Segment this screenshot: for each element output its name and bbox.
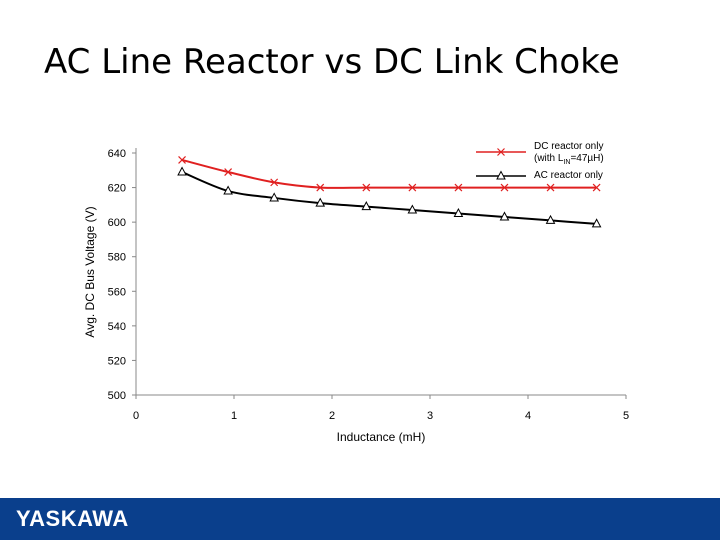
x-axis-label: Inductance (mH)	[337, 430, 426, 444]
y-tick-label: 520	[108, 355, 126, 367]
x-tick-label: 5	[623, 410, 629, 422]
data-point	[454, 183, 463, 192]
slide-title: AC Line Reactor vs DC Link Choke	[44, 42, 620, 82]
data-point	[499, 211, 510, 221]
y-tick-label: 500	[108, 390, 126, 402]
x-tick-label: 4	[525, 410, 531, 422]
chart-legend: DC reactor only(with LIN=47µH) AC reactor…	[476, 141, 604, 181]
data-point	[224, 168, 233, 176]
data-point	[591, 218, 602, 228]
x-tick-label: 0	[133, 410, 139, 422]
y-axis-label: Avg. DC Bus Voltage (V)	[83, 206, 97, 337]
x-tick-label: 3	[427, 410, 433, 422]
chart-series	[177, 155, 602, 228]
y-tick-label: 580	[108, 252, 126, 264]
data-point	[408, 183, 417, 192]
chart-ticks: 500 520 540 560 580 600 620 640 0 1 2 3 4 5	[108, 148, 629, 422]
data-point	[546, 183, 555, 192]
y-tick-label: 540	[108, 321, 126, 333]
chart-axes	[135, 148, 626, 396]
legend-label-line2: (with LIN=47µH)	[534, 153, 604, 166]
x-tick-label: 2	[329, 410, 335, 422]
y-tick-label: 640	[108, 148, 126, 160]
y-tick-label: 620	[108, 183, 126, 195]
data-point	[315, 197, 326, 207]
data-point	[592, 183, 601, 192]
legend-marker	[497, 148, 505, 156]
data-point	[223, 185, 233, 195]
y-tick-label: 560	[108, 286, 126, 298]
yaskawa-logo: YASKAWA	[16, 506, 129, 531]
data-point	[269, 192, 280, 202]
data-point	[361, 201, 372, 211]
data-point	[407, 204, 418, 214]
data-point	[177, 166, 187, 176]
data-point	[270, 178, 279, 187]
data-point	[453, 207, 464, 217]
y-tick-label: 600	[108, 217, 126, 229]
footer-bar: YASKAWA	[0, 498, 720, 540]
data-point	[316, 183, 325, 192]
series-line-2	[181, 171, 597, 225]
dc-bus-voltage-chart: 500 520 540 560 580 600 620 640 0 1 2 3 4 5 DC reacto…	[83, 141, 629, 444]
data-point	[178, 155, 186, 164]
data-point	[500, 183, 509, 192]
data-point	[545, 214, 556, 224]
legend-label: AC reactor only	[534, 170, 603, 181]
legend-marker	[496, 170, 506, 180]
x-tick-label: 1	[231, 410, 237, 422]
data-point	[362, 183, 371, 192]
legend-label: DC reactor only	[534, 141, 603, 152]
series-line-1	[181, 158, 597, 189]
